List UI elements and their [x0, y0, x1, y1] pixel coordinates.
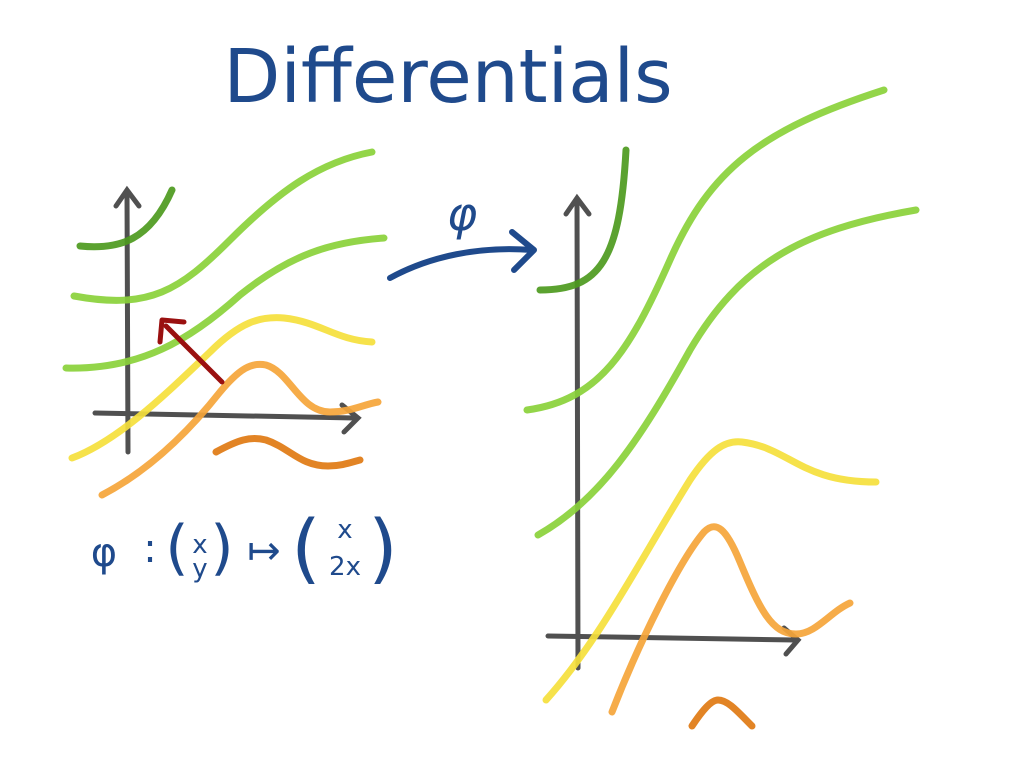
tangent-vector [157, 317, 225, 385]
tangent-vector-arrowhead [157, 317, 187, 345]
formula-left-paren-1: ( [165, 513, 188, 583]
left-y-axis-arrowhead [113, 185, 142, 209]
formula-domain-bottom: y [192, 554, 207, 584]
map-arrow-head [509, 229, 537, 273]
left-yellow-curve [68, 314, 376, 462]
right-green-curve-lower [534, 206, 920, 539]
formula-right-paren-2: ) [368, 503, 398, 592]
right-plot [523, 86, 920, 730]
right-light-orange-curve [608, 523, 854, 716]
tangent-vector-shaft [163, 323, 225, 385]
formula-domain-top: x [192, 530, 207, 560]
right-y-axis-arrowhead [563, 193, 592, 217]
map-arrow-shaft [387, 246, 535, 281]
map-label: φ [447, 187, 477, 241]
right-dark-orange-curve [688, 696, 756, 730]
right-yellow-curve [542, 438, 880, 704]
left-dark-orange-curve [212, 435, 364, 470]
left-dark-green-curve [76, 186, 176, 251]
right-y-axis [574, 197, 581, 671]
right-x-axis [545, 633, 798, 643]
formula-colon: : [143, 526, 156, 572]
formula-phi: φ [91, 530, 117, 576]
title: Differentials [223, 34, 672, 120]
right-dark-green-curve [536, 146, 630, 294]
formula-image-bottom: 2x [329, 552, 361, 582]
formula: φ : ( x y ) ↦ ( x 2x ) [91, 503, 398, 592]
formula-image-top: x [337, 515, 352, 545]
formula-maps-to: ↦ [247, 528, 281, 574]
formula-left-paren-2: ( [291, 503, 321, 592]
map-arrow: φ [387, 187, 537, 281]
left-green-curve-upper [70, 148, 376, 304]
left-light-orange-curve [98, 360, 382, 499]
formula-right-paren-1: ) [210, 513, 233, 583]
right-green-curve-upper [523, 86, 888, 414]
left-green-curve-lower [62, 234, 388, 372]
left-plot [62, 148, 388, 499]
left-y-axis [124, 189, 131, 455]
